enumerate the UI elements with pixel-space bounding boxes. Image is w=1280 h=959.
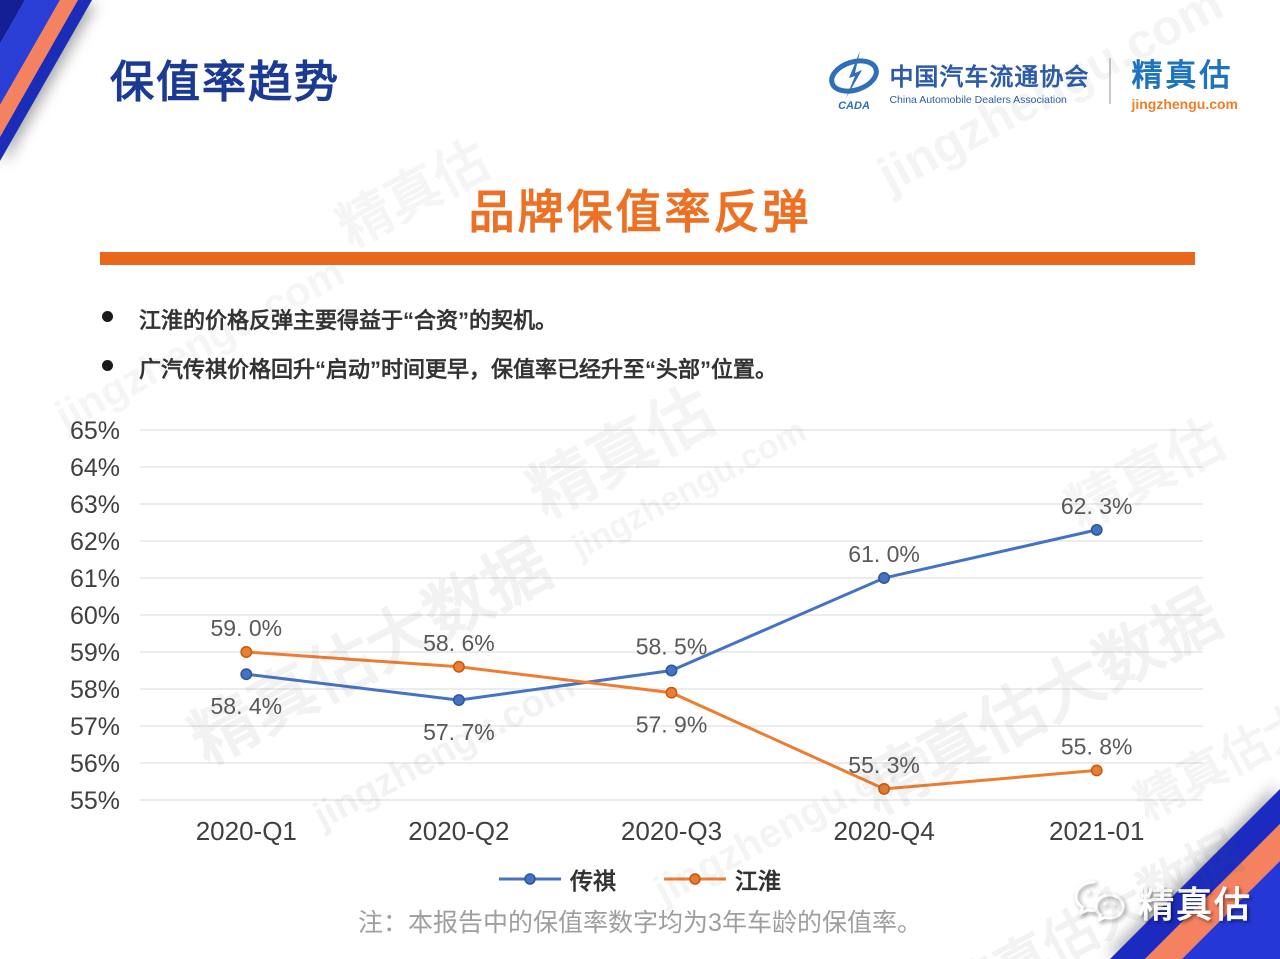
data-label: 58. 4%: [210, 693, 282, 719]
data-point: [1090, 764, 1103, 777]
bullet-list: 江淮的价格反弹主要得益于“合资”的契机。 广汽传祺价格回升“启动”时间更早，保值…: [102, 303, 777, 401]
y-axis-label: 55%: [70, 787, 120, 815]
y-axis-label: 62%: [70, 528, 120, 556]
brand-domain: jingzhengu.com: [1131, 96, 1238, 112]
data-point: [665, 664, 678, 677]
data-point: [452, 660, 465, 673]
data-label: 58. 6%: [423, 630, 495, 656]
list-item: 广汽传祺价格回升“启动”时间更早，保值率已经升至“头部”位置。: [102, 352, 777, 384]
bullet-icon: [102, 311, 113, 322]
cada-name-en: China Automobile Dealers Association: [889, 93, 1067, 106]
y-axis-label: 63%: [70, 491, 120, 519]
data-point: [878, 572, 891, 584]
y-axis-label: 61%: [70, 565, 120, 593]
cada-name-cn: 中国汽车流通协会: [889, 63, 1090, 91]
data-label: 59. 0%: [210, 615, 282, 641]
data-point: [240, 646, 253, 658]
data-point: [665, 686, 678, 699]
footer-brand-text: 精真估: [1138, 884, 1253, 925]
wechat-icon: [1074, 880, 1125, 922]
data-label: 62. 3%: [1061, 493, 1133, 519]
chart-legend: 传祺 江淮: [0, 862, 1280, 896]
data-label: 55. 8%: [1061, 733, 1133, 759]
corner-stripes-bottom-right: [1110, 789, 1280, 959]
title-divider-bar: [100, 252, 1195, 265]
footer-brand: 精真估: [1072, 876, 1252, 928]
data-label: 61. 0%: [848, 541, 920, 567]
cada-emblem-icon: CADA: [829, 51, 880, 112]
logo-divider: [1109, 58, 1112, 104]
legend-label: 江淮: [735, 868, 781, 894]
y-axis-label: 57%: [70, 713, 120, 741]
legend-label: 传祺: [570, 868, 616, 894]
bullet-text: 广汽传祺价格回升“启动”时间更早，保值率已经升至“头部”位置。: [139, 357, 778, 382]
brand-name: 精真估: [1131, 58, 1234, 93]
data-point: [240, 668, 253, 681]
bullet-icon: [102, 360, 113, 371]
list-item: 江淮的价格反弹主要得益于“合资”的契机。: [102, 303, 777, 335]
section-title: 品牌保值率反弹: [468, 186, 812, 238]
y-axis-label: 64%: [70, 454, 120, 482]
legend-marker-icon: [664, 873, 726, 885]
legend-marker-icon: [499, 873, 561, 885]
x-axis-label: 2020-Q4: [834, 816, 935, 846]
legend-item-0: 传祺: [499, 862, 616, 896]
cada-names: 中国汽车流通协会 China Automobile Dealers Associ…: [889, 57, 1089, 106]
x-axis-label: 2020-Q1: [196, 816, 297, 846]
y-axis-label: 65%: [70, 417, 120, 445]
cada-emblem-text: CADA: [839, 100, 871, 112]
y-axis-label: 58%: [70, 676, 120, 704]
jingzhengu-logo-block: 精真估 jingzhengu.com: [1131, 50, 1238, 112]
data-point: [878, 782, 891, 795]
x-axis-label: 2021-01: [1049, 816, 1144, 846]
footnote: 注：本报告中的保值率数字均为3年车龄的保值率。: [358, 909, 922, 937]
x-axis-label: 2020-Q3: [621, 816, 722, 846]
y-axis-label: 60%: [70, 602, 120, 630]
header-logos: CADA 中国汽车流通协会 China Automobile Dealers A…: [827, 50, 1238, 112]
data-label: 58. 5%: [636, 634, 708, 660]
y-axis-label: 56%: [70, 750, 120, 778]
y-axis-label: 59%: [70, 639, 120, 667]
legend-item-1: 江淮: [664, 862, 781, 896]
data-point: [452, 694, 465, 707]
data-label: 57. 7%: [423, 719, 495, 745]
data-label: 57. 9%: [636, 712, 708, 738]
x-axis-label: 2020-Q2: [408, 816, 509, 846]
data-point: [1090, 523, 1103, 536]
data-label: 55. 3%: [848, 752, 920, 778]
cada-logo-block: CADA 中国汽车流通协会 China Automobile Dealers A…: [827, 50, 1089, 112]
page-title: 保值率趋势: [110, 58, 340, 107]
bullet-text: 江淮的价格反弹主要得益于“合资”的契机。: [139, 308, 558, 333]
corner-stripes-top-left: [0, 0, 92, 161]
